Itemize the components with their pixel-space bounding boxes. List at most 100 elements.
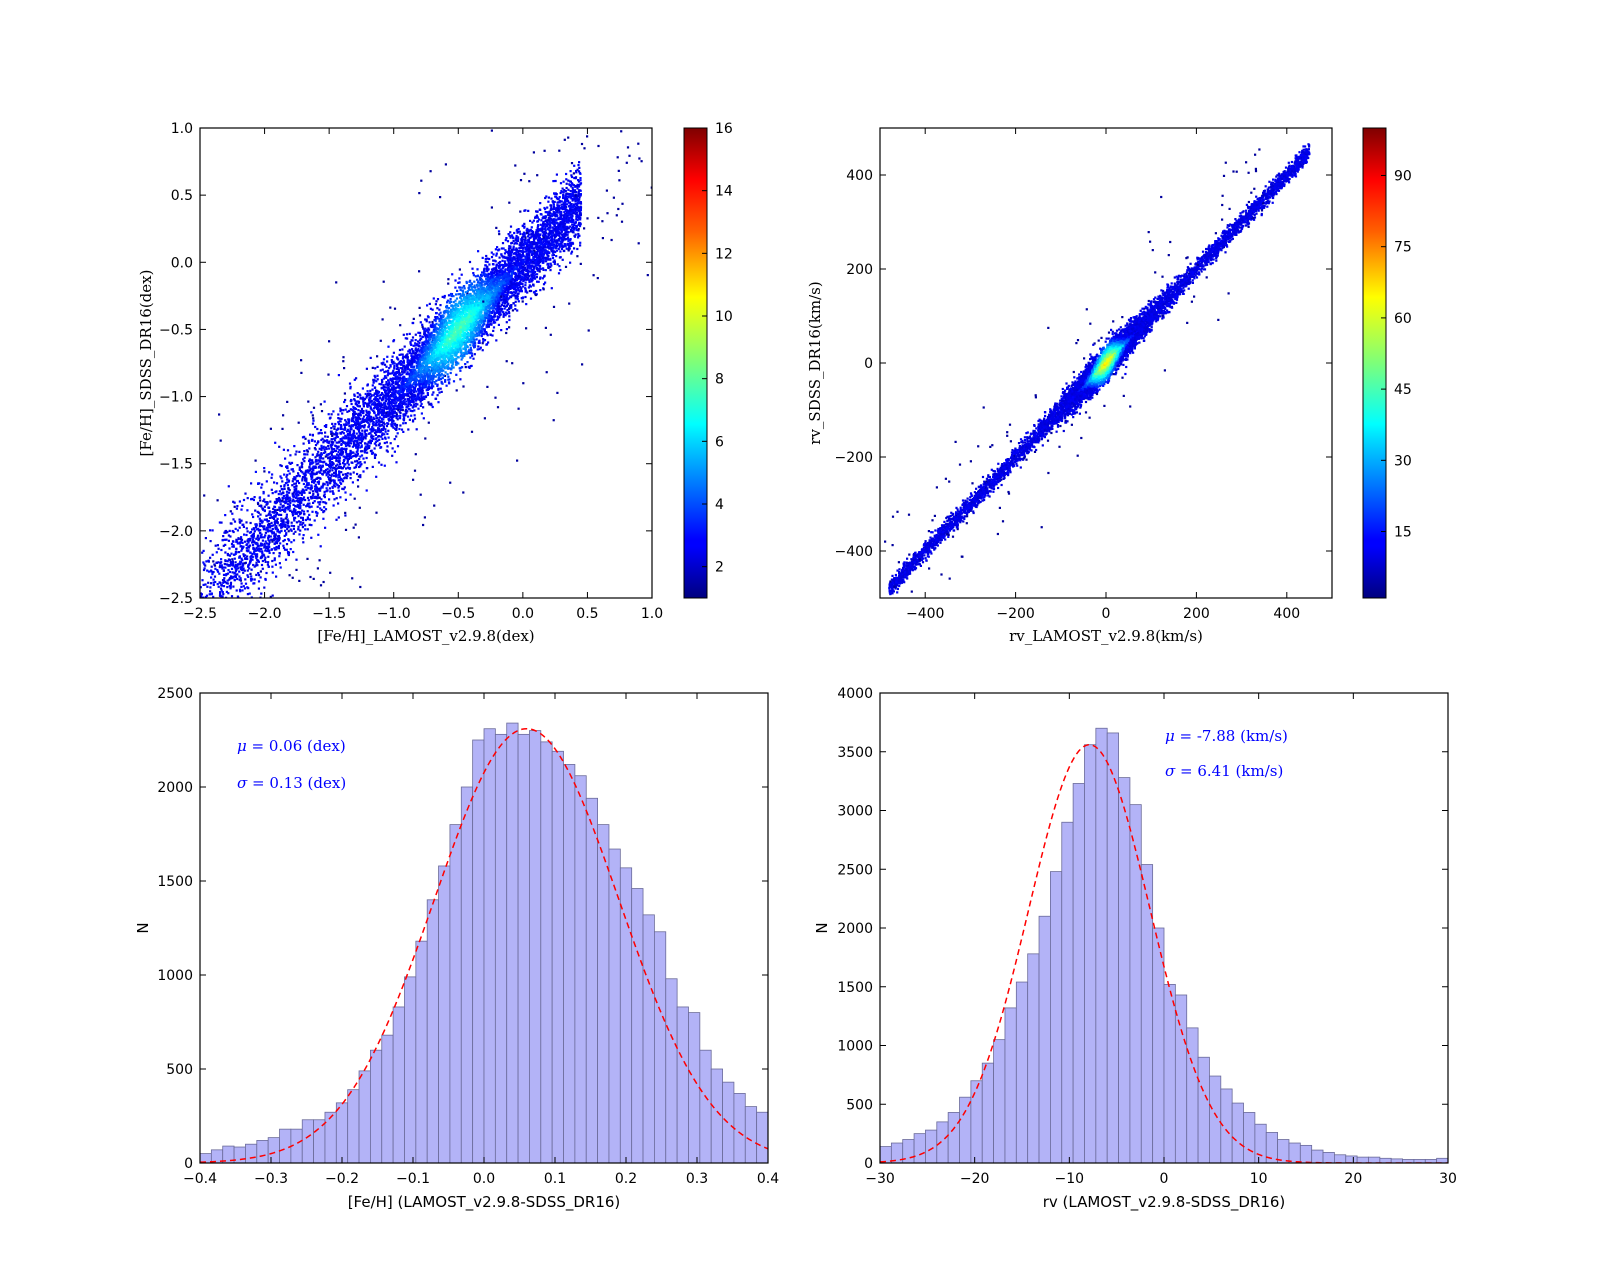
density-point: [564, 198, 567, 201]
density-point: [387, 403, 390, 406]
density-point: [359, 417, 362, 421]
density-point: [228, 570, 232, 574]
density-point: [241, 589, 244, 592]
density-point: [391, 425, 394, 428]
density-point: [345, 437, 348, 440]
density-point: [320, 444, 323, 447]
density-point: [528, 289, 531, 293]
density-point: [500, 329, 503, 332]
density-point: [465, 343, 468, 346]
density-point: [477, 287, 480, 290]
density-point: [233, 557, 236, 560]
density-point: [501, 291, 504, 294]
density-point: [390, 361, 394, 364]
density-point: [382, 396, 385, 399]
density-point: [354, 407, 358, 411]
density-point: [391, 362, 394, 365]
density-point: [356, 472, 359, 476]
density-point: [387, 396, 391, 399]
density-point: [293, 485, 296, 488]
density-point: [412, 344, 415, 347]
density-point: [354, 453, 357, 456]
density-point: [346, 428, 350, 431]
density-point: [512, 272, 515, 275]
density-point: [391, 355, 394, 358]
density-point: [498, 248, 501, 251]
density-point: [444, 361, 447, 364]
density-point: [542, 234, 545, 237]
density-point: [561, 208, 564, 211]
density-point: [351, 445, 354, 448]
density-point: [435, 335, 438, 338]
density-point: [305, 480, 308, 483]
density-point: [399, 360, 403, 363]
density-point: [509, 256, 512, 259]
density-point: [544, 256, 547, 259]
density-point: [567, 244, 570, 247]
density-point: [311, 510, 314, 513]
density-point: [265, 542, 268, 545]
density-point: [264, 531, 267, 534]
density-point: [388, 413, 391, 416]
density-point: [540, 227, 543, 230]
density-point: [392, 382, 395, 385]
density-point: [353, 420, 356, 423]
density-point: [541, 277, 544, 280]
density-point: [224, 580, 227, 583]
density-point: [200, 586, 202, 589]
density-point: [565, 182, 568, 185]
density-point: [257, 527, 260, 530]
density-point: [469, 344, 472, 347]
density-point: [404, 422, 407, 425]
density-point: [536, 280, 539, 283]
density-point: [301, 516, 304, 519]
density-point: [500, 247, 503, 250]
density-point: [226, 531, 229, 534]
density-point: [213, 564, 217, 567]
density-point: [484, 313, 487, 316]
density-point: [234, 570, 237, 573]
density-point: [383, 371, 386, 374]
density-point: [261, 567, 264, 570]
density-point: [577, 164, 580, 167]
density-point: [253, 496, 256, 499]
density-point: [449, 352, 453, 355]
density-point: [434, 358, 437, 361]
density-point: [359, 426, 362, 430]
density-point: [534, 216, 537, 219]
density-point: [277, 493, 280, 496]
density-point: [293, 482, 296, 485]
density-point: [455, 357, 458, 360]
density-point: [223, 577, 226, 580]
density-point: [567, 188, 570, 191]
density-point: [228, 529, 231, 532]
density-point: [392, 340, 395, 343]
density-point: [356, 462, 359, 465]
density-point: [528, 233, 531, 236]
density-point: [313, 447, 316, 450]
density-point: [464, 352, 467, 355]
density-point: [373, 374, 376, 377]
density-point: [483, 307, 486, 310]
density-point: [288, 489, 291, 492]
density-point: [269, 535, 272, 538]
density-point: [235, 565, 238, 568]
density-point: [399, 384, 402, 387]
density-point: [313, 440, 316, 443]
density-point: [555, 242, 558, 245]
density-point: [540, 243, 543, 246]
density-point: [216, 583, 219, 586]
density-point: [461, 293, 464, 296]
density-point: [533, 254, 537, 257]
density-point: [277, 513, 281, 516]
density-point: [270, 488, 273, 491]
density-point: [430, 404, 433, 407]
density-point: [529, 228, 532, 231]
density-point: [322, 501, 325, 504]
density-point: [429, 307, 432, 310]
density-point: [528, 180, 531, 183]
density-point: [291, 468, 294, 471]
density-point: [458, 293, 462, 296]
density-point: [319, 466, 323, 470]
density-point: [557, 197, 560, 200]
